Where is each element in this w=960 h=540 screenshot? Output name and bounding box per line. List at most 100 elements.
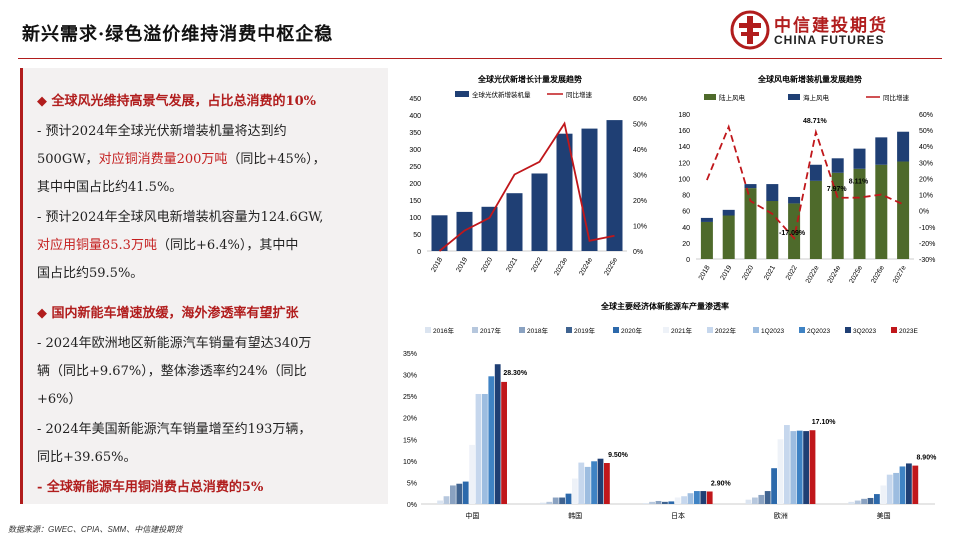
logo-text-cn: 中信建投期货 — [774, 16, 888, 36]
bar-欧洲-2016年 — [745, 499, 752, 504]
bar-2018 — [431, 215, 448, 251]
chart-title: 全球主要经济体新能源车产量渗透率 — [600, 301, 729, 311]
y2-tick-label: -10% — [919, 225, 935, 232]
bar-韩国-2021年 — [572, 478, 578, 504]
y-tick-label: 350 — [409, 130, 421, 137]
data-source-footnote: 数据来源：GWEC、CPIA、SMM、中信建投期货 — [8, 525, 183, 534]
legend-label: 2022年 — [715, 326, 736, 335]
legend-label: 2020年 — [621, 326, 642, 335]
data-label: 28.30% — [503, 370, 528, 377]
bar-日本-2017年 — [649, 501, 655, 504]
bar-2024e — [581, 128, 598, 251]
y2-tick-label: 10% — [633, 224, 647, 231]
legend-label: 1Q2023 — [761, 328, 785, 335]
legend-label: 2019年 — [574, 326, 595, 335]
bullet-wind-line3: 国占比约59.5%。 — [37, 266, 144, 281]
heading-nev-copper-share: - 全球新能源车用铜消费占总消费的5% — [37, 480, 264, 495]
bar-美国-2018年 — [861, 498, 867, 504]
legend-swatch — [519, 327, 525, 333]
bar-欧洲-3Q2023 — [803, 431, 809, 504]
legend-swatch — [472, 327, 478, 333]
bar-中国-2023E — [501, 381, 507, 504]
bar-韩国-2016年 — [540, 502, 546, 504]
bar-onshore-2021 — [766, 201, 779, 259]
bar-日本-2Q2023 — [694, 491, 700, 504]
bar-onshore-2025e — [853, 168, 866, 259]
legend-swatch — [845, 327, 851, 333]
header: 新兴需求·绿色溢价维持消费中枢企稳 中信建投期货 CHINA FUTURES — [0, 0, 960, 62]
bar-欧洲-2020年 — [771, 468, 777, 504]
y-tick-label: 0% — [407, 502, 417, 509]
heading-nev: ◆ 国内新能车增速放缓，海外渗透率有望扩张 — [37, 306, 299, 321]
bar-2022 — [531, 173, 548, 251]
legend-swatch — [613, 327, 619, 333]
bar-欧洲-1Q2023 — [790, 431, 797, 504]
bar-onshore-2027e — [897, 161, 910, 259]
bar-onshore-2022 — [788, 203, 801, 259]
legend-label-offshore: 海上风电 — [803, 93, 830, 102]
bullet-solar-line3: 其中中国占比约41.5%。 — [37, 180, 183, 195]
bar-美国-2022年 — [886, 474, 893, 504]
bar-欧洲-2023E — [809, 430, 816, 504]
bullet-usa-line1: - 2024年美国新能源汽车销量增至约193万辆， — [37, 422, 312, 437]
bar-onshore-2018 — [700, 221, 713, 259]
legend-label: 2017年 — [480, 326, 501, 335]
bar-韩国-2023E — [604, 463, 610, 504]
heading-wind-solar: ◆ 全球风光维持高景气发展，占比总消费的10% — [37, 94, 316, 109]
legend-swatch — [425, 327, 431, 333]
bar-日本-2021年 — [674, 497, 681, 504]
bar-欧洲-2019年 — [764, 491, 771, 504]
bar-韩国-2018年 — [552, 497, 559, 504]
y-tick-label: 180 — [678, 112, 690, 119]
bar-韩国-2022年 — [578, 462, 585, 504]
x-tick-label: 日本 — [671, 511, 685, 520]
bullet-europe-line2: 辆（同比+9.67%），整体渗透率约24%（同比 — [37, 364, 307, 379]
bar-欧洲-2017年 — [752, 497, 758, 504]
bar-美国-2Q2023 — [899, 466, 906, 504]
legend-swatch — [566, 327, 572, 333]
x-tick-label: 2025e — [848, 264, 864, 283]
legend-swatch — [799, 327, 805, 333]
bar-韩国-3Q2023 — [597, 458, 604, 504]
text-panel: ◆ 全球风光维持高景气发展，占比总消费的10% - 预计2024年全球光伏新增装… — [20, 68, 388, 504]
bar-中国-3Q2023 — [494, 364, 501, 504]
y2-tick-label: 10% — [919, 193, 933, 200]
x-tick-label: 2027e — [892, 264, 908, 283]
bar-onshore-2019 — [722, 215, 735, 259]
bar-offshore-2020 — [744, 184, 757, 189]
bullet-europe-line3: +6%） — [37, 392, 82, 407]
bar-onshore-2022e — [809, 180, 822, 259]
legend-label: 2023E — [899, 328, 918, 335]
legend-label: 2Q2023 — [807, 328, 831, 335]
bar-韩国-2020年 — [565, 493, 572, 504]
legend-swatch-onshore — [704, 94, 716, 100]
data-label: -17.09% — [779, 230, 806, 237]
bar-中国-2020年 — [462, 481, 469, 504]
y2-tick-label: 60% — [633, 96, 647, 103]
y2-tick-label: 30% — [919, 160, 933, 167]
y-tick-label: 35% — [403, 351, 417, 358]
bar-offshore-2022e — [809, 164, 822, 181]
legend-label-bar: 全球光伏新增装机量 — [472, 90, 531, 99]
legend-swatch-bar — [455, 91, 469, 97]
bar-offshore-2018 — [700, 217, 713, 222]
y-tick-label: 450 — [409, 96, 421, 103]
y-tick-label: 0 — [417, 249, 421, 256]
bullet-solar-line1: - 预计2024年全球光伏新增装机量将达到约 — [37, 124, 287, 139]
y2-tick-label: 30% — [633, 173, 647, 180]
bar-欧洲-2022年 — [784, 425, 790, 504]
bullet-solar-line2: 500GW，对应铜消费量200万吨（同比+45%）， — [37, 152, 326, 167]
y-tick-label: 100 — [678, 176, 690, 183]
x-tick-label: 2021 — [763, 264, 777, 281]
legend-label: 2016年 — [433, 326, 454, 335]
y2-tick-label: 20% — [919, 176, 933, 183]
bar-onshore-2020 — [744, 188, 757, 259]
y-tick-label: 40 — [682, 225, 690, 232]
bar-中国-2019年 — [456, 483, 463, 504]
legend-label-onshore: 陆上风电 — [719, 93, 746, 102]
data-label: 8.11% — [849, 179, 869, 186]
legend-swatch — [663, 327, 669, 333]
header-divider — [18, 58, 942, 59]
